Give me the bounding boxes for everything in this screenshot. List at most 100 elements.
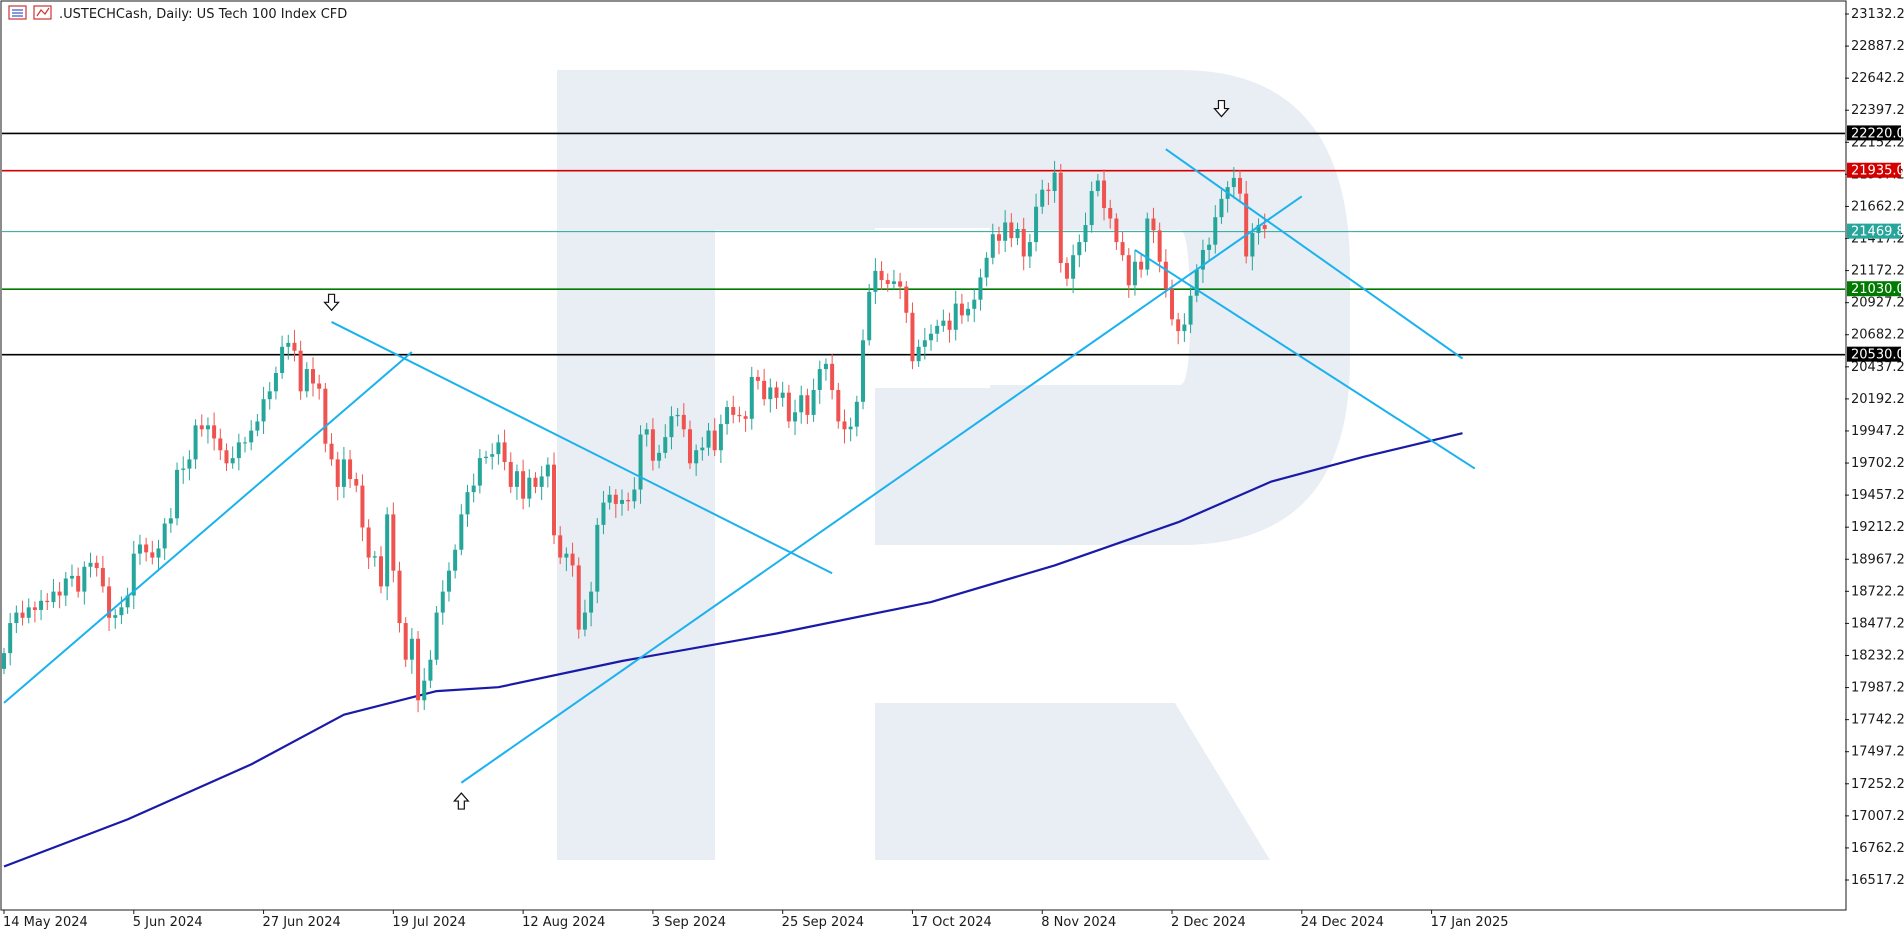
candle-body <box>323 388 328 444</box>
candle-body <box>996 234 1001 241</box>
chart-header: .USTECHCash, Daily: US Tech 100 Index CF… <box>8 5 347 22</box>
candle-body <box>793 412 798 422</box>
candle-body <box>805 395 810 415</box>
candle-body <box>440 591 445 613</box>
candle-body <box>823 363 828 370</box>
candle-body <box>162 523 167 549</box>
candle-body <box>675 414 680 417</box>
chart-type-icon[interactable] <box>8 5 27 20</box>
candle-body <box>1083 225 1088 243</box>
candle <box>558 526 563 565</box>
candle <box>224 443 229 471</box>
candle <box>694 444 699 476</box>
candle-body <box>638 434 643 490</box>
candle <box>341 446 346 499</box>
time-tick-label: 12 Aug 2024 <box>522 915 605 930</box>
candle-body <box>113 615 118 618</box>
candle <box>768 378 773 413</box>
candle <box>1009 213 1014 248</box>
candle <box>620 489 624 516</box>
price-tick-label: 19457.2 <box>1851 488 1904 503</box>
candle-body <box>397 570 402 624</box>
candle <box>1207 237 1212 262</box>
candle-body <box>1231 177 1236 188</box>
candle-body <box>267 391 272 400</box>
time-tick-label: 19 Jul 2024 <box>392 915 466 930</box>
candle-body <box>385 514 390 587</box>
indicator-icon[interactable] <box>33 5 52 20</box>
candle-body <box>1200 249 1205 270</box>
candle-body <box>2 653 6 669</box>
level-21030-label: 21030.0 <box>1847 281 1904 297</box>
candle-body <box>749 376 754 419</box>
candle <box>20 600 25 626</box>
time-tick-label: 25 Sep 2024 <box>782 915 864 930</box>
candle <box>879 261 884 290</box>
candle <box>626 492 631 511</box>
candle <box>125 587 130 614</box>
trendline-may-jul-support[interactable] <box>3 351 413 704</box>
candle <box>947 312 952 343</box>
horizontal-levels[interactable] <box>2 132 1845 356</box>
candle <box>273 366 278 400</box>
trendline-jul-sep-resistance[interactable] <box>331 321 833 575</box>
candle-body <box>243 442 248 444</box>
candle-body <box>570 553 575 566</box>
candle-body <box>212 425 217 439</box>
candle-body <box>471 485 476 493</box>
candle <box>1145 212 1150 276</box>
candle-body <box>589 591 594 613</box>
candle-body <box>1213 217 1218 245</box>
candle-body <box>762 380 767 400</box>
candle <box>286 334 291 360</box>
candle <box>638 425 643 504</box>
candle <box>552 452 557 545</box>
candle-body <box>669 416 674 438</box>
candle-body <box>69 575 74 579</box>
candle-body <box>725 407 730 425</box>
candle <box>527 469 532 508</box>
candle <box>14 605 19 633</box>
candle-body <box>879 270 884 281</box>
candle-body <box>867 291 872 341</box>
candle-body <box>1102 180 1107 209</box>
candle-body <box>1046 189 1051 192</box>
candle-body <box>644 429 649 435</box>
candle-body <box>681 414 686 430</box>
candle <box>972 288 977 323</box>
candle <box>916 339 921 367</box>
candle-body <box>885 280 890 284</box>
candle-body <box>1126 255 1131 286</box>
candle-body <box>558 535 563 558</box>
candle <box>867 283 872 346</box>
trendline-dec-jan-lower[interactable] <box>1134 249 1476 470</box>
candle-body <box>391 514 396 571</box>
candle <box>434 606 439 665</box>
candle <box>453 544 458 579</box>
candle <box>45 593 50 611</box>
candle <box>205 417 210 444</box>
candle <box>885 273 890 292</box>
candle <box>731 395 736 424</box>
candle-body <box>273 372 278 392</box>
candle-body <box>490 454 495 457</box>
time-tick-label: 14 May 2024 <box>3 915 88 930</box>
candle-body <box>193 425 198 460</box>
time-tick-label: 5 Jun 2024 <box>133 915 203 930</box>
trendlines[interactable] <box>3 148 1476 784</box>
candle-body <box>348 459 353 480</box>
candle <box>175 462 180 526</box>
candle-body <box>317 383 322 389</box>
price-tick-label: 20437.2 <box>1851 360 1904 375</box>
time-tick-label: 24 Dec 2024 <box>1301 915 1384 930</box>
candle-body <box>743 416 748 419</box>
candle-body <box>514 471 519 487</box>
trendline-dec-jan-resistance[interactable] <box>1165 148 1464 360</box>
candle-body <box>620 499 624 504</box>
candle-body <box>187 459 192 469</box>
candle-body <box>1182 324 1187 332</box>
trendline-aug-dec-support[interactable] <box>460 195 1303 784</box>
candle <box>26 598 31 624</box>
candle-body <box>1176 319 1181 332</box>
